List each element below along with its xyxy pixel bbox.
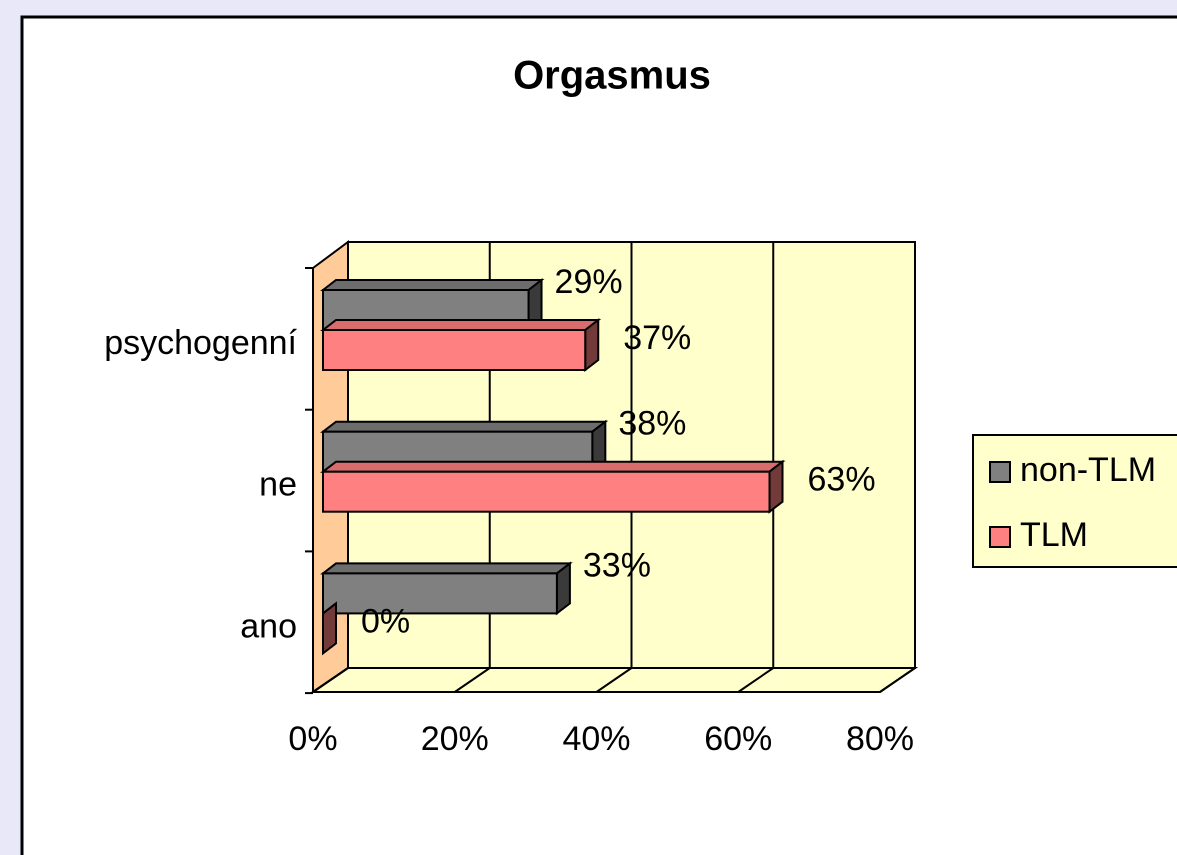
bar <box>322 601 337 656</box>
data-label: 33% <box>583 546 651 584</box>
y-tick-label: psychogenní <box>104 324 297 362</box>
data-label: 37% <box>623 319 691 357</box>
legend-swatch <box>989 461 1011 483</box>
x-tick-label: 60% <box>704 720 772 758</box>
x-tick-label: 0% <box>288 720 337 758</box>
bar-face <box>320 319 602 331</box>
x-tick-label: 40% <box>562 720 630 758</box>
y-tick-label: ano <box>240 607 297 645</box>
bar-face <box>555 561 571 616</box>
legend-label: non-TLM <box>1020 451 1156 489</box>
data-label: 38% <box>618 405 686 443</box>
bar-face <box>584 317 600 373</box>
y-tick-label: ne <box>259 466 297 504</box>
chart-title: Orgasmus <box>513 54 711 98</box>
bar-face <box>320 562 573 575</box>
bar <box>320 561 573 616</box>
bar <box>320 317 602 373</box>
x-tick-label: 20% <box>421 720 489 758</box>
legend-label: TLM <box>1020 516 1088 554</box>
bar-face <box>322 470 771 513</box>
data-label: 63% <box>808 461 876 499</box>
floor-grid-line <box>595 667 633 693</box>
bar-face <box>320 279 545 291</box>
floor-grid-line <box>879 667 916 693</box>
bar-face <box>768 459 784 514</box>
bar-face <box>320 460 786 473</box>
x-tick-label: 80% <box>846 720 914 758</box>
data-label: 0% <box>361 602 410 640</box>
bar-face <box>322 329 587 371</box>
floor-grid-line <box>312 667 349 693</box>
bar-face <box>322 572 558 615</box>
floor-grid-line <box>737 667 774 693</box>
bar-face <box>322 601 337 656</box>
data-label: 29% <box>555 263 623 301</box>
legend-swatch <box>989 526 1011 548</box>
floor-grid-line <box>454 667 491 693</box>
bar <box>320 459 786 514</box>
bar-face <box>320 420 609 433</box>
